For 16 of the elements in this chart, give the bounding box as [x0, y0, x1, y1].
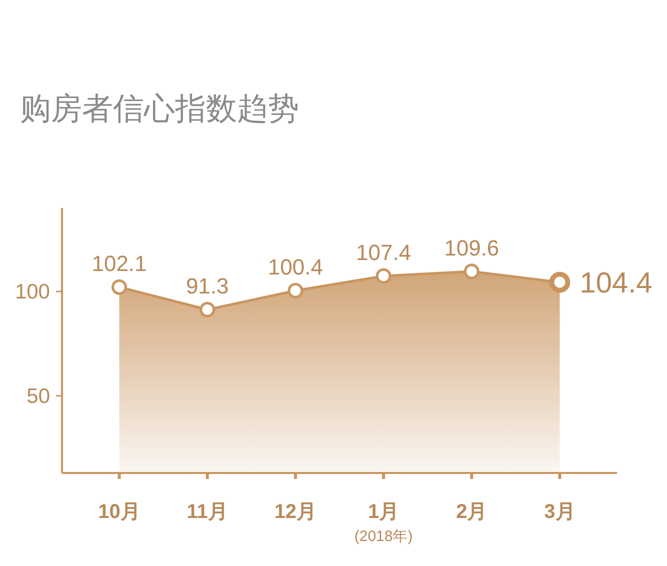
- text: (2018年): [354, 528, 413, 545]
- y-tick-label: 50: [26, 384, 50, 408]
- x-tick-label: 3月: [544, 501, 576, 523]
- chart-title: 购房者信心指数趋势: [20, 91, 299, 126]
- x-tick-label: 12月: [274, 501, 317, 523]
- data-label: 102.1: [92, 251, 147, 276]
- x-tick-label: 1月: [368, 501, 400, 523]
- x-tick-label: 2月: [456, 501, 488, 523]
- x-tick-label: 10月: [98, 501, 140, 523]
- data-label: 107.4: [356, 240, 412, 266]
- data-label: 100.4: [268, 254, 323, 280]
- data-label: 91.3: [186, 274, 229, 299]
- data-label: 109.6: [444, 235, 500, 260]
- x-tick-label: 11月: [186, 501, 228, 523]
- y-tick-label: 100: [14, 280, 50, 304]
- data-label: 104.4: [580, 267, 652, 300]
